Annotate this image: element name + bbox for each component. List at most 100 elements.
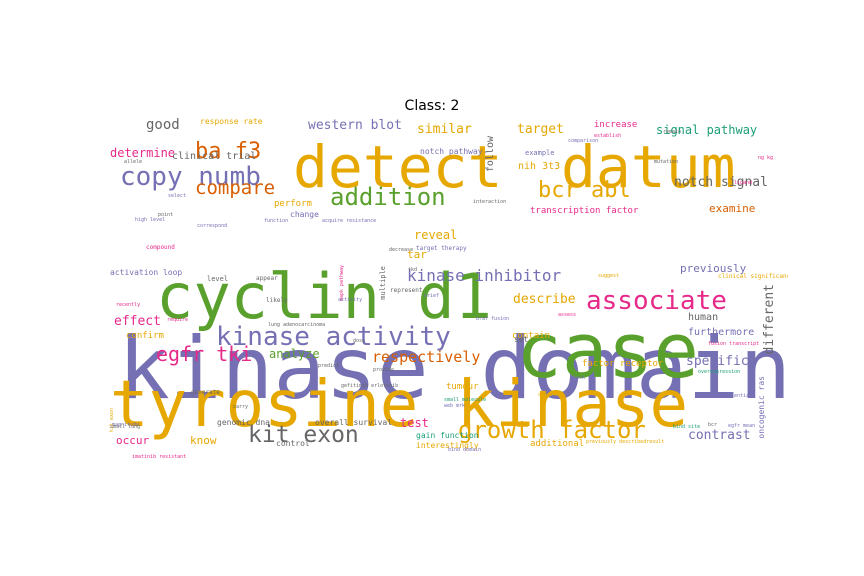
word-previously-describedresult-104: previously describedresult xyxy=(586,439,665,445)
word-ligand-82: ligand xyxy=(734,180,753,186)
word-associate-8: associate xyxy=(586,286,727,316)
word-mapk-pathway-108: mapk pathway xyxy=(339,265,345,302)
word-reveal-32: reveal xyxy=(414,228,458,242)
word-notch-signal-19: notch signal xyxy=(674,175,768,190)
word-gefitinib-erlotinib-105: gefitinib erlotinib xyxy=(341,383,399,389)
word-level-66: level xyxy=(207,275,229,283)
word-compare-16: compare xyxy=(195,177,276,199)
word-kinase-inhibitor-17: kinase inhibitor xyxy=(407,266,562,285)
word-set-65: set xyxy=(514,335,529,344)
word-lack-94: lack xyxy=(573,375,586,381)
word-decrease-92: decrease xyxy=(389,247,414,253)
word-interaction-115: interaction xyxy=(473,199,507,205)
word-potential-93: potential xyxy=(725,393,753,399)
word-gain-function-58: gain function xyxy=(416,431,479,440)
word-transcription-factor-44: transcription factor xyxy=(530,206,639,216)
chart-title: Class: 2 xyxy=(404,98,460,114)
word-occur-40: occur xyxy=(116,434,150,447)
word-establish-72: establish xyxy=(594,133,622,139)
word-overexpression-111: overexpression xyxy=(698,369,741,375)
word-change-55: change xyxy=(290,210,319,219)
word-signal-pathway-21: signal pathway xyxy=(656,123,758,137)
word-clinical-trial-43: clinical trial xyxy=(172,151,257,162)
word-describe-28: describe xyxy=(513,292,576,307)
word-cohort-95: cohort xyxy=(538,392,557,398)
word-examine-33: examine xyxy=(709,202,756,215)
word-imatinib-resistant-101: imatinib resistant xyxy=(132,454,187,459)
word-recently-80: recently xyxy=(116,302,141,308)
word-overall-survival-57: overall survival xyxy=(315,418,393,427)
word-human-37: human xyxy=(688,312,719,323)
word-require-79: require xyxy=(167,317,189,323)
word-case-3: case xyxy=(516,306,700,395)
word-tyrosine-kinase-2: tyrosine kinase xyxy=(110,368,688,442)
word-confirm-48: confirm xyxy=(126,331,164,341)
word-generate-68: generate xyxy=(191,389,220,396)
word-good-24: good xyxy=(146,118,180,133)
word-fusion-transcript-81: fusion transcript xyxy=(708,341,760,347)
word-contrast-25: contrast xyxy=(688,428,751,443)
word-bind-site-88: bind site xyxy=(673,424,701,430)
word-similar-22: similar xyxy=(417,122,472,137)
word-additional-42: additional xyxy=(530,439,585,449)
word-dose-102: dose xyxy=(353,338,366,344)
word-appear-67: appear xyxy=(256,275,278,282)
word-example-62: example xyxy=(525,149,555,157)
word-bcr-83: bcr xyxy=(708,422,718,428)
word-select-75: select xyxy=(168,193,187,199)
word-carry-106: carry xyxy=(233,404,249,410)
word-kinase-domain-1: kinase domain xyxy=(118,319,788,419)
word-remain-98: remain xyxy=(663,129,682,135)
word-addition-12: addition xyxy=(330,183,446,211)
word-follow-46: follow xyxy=(485,136,496,173)
word-test-35: test xyxy=(400,416,429,430)
word-function-71: function xyxy=(264,218,289,224)
word-copy-numb-9: copy numb xyxy=(120,162,261,192)
word-notch-pathway-52: notch pathway xyxy=(420,147,483,156)
word-analyze-30: analyze xyxy=(269,347,320,361)
word-suggest-112: suggest xyxy=(598,273,620,279)
word-ng-kg-84: ng kg xyxy=(758,155,774,161)
word-braf-fusion-114: braf fusion xyxy=(476,316,510,322)
word-web-mrk-91: web mrk xyxy=(444,403,466,409)
word-tar-36: tar xyxy=(407,248,427,261)
word-increase-47: increase xyxy=(594,120,638,130)
word-determine-31: determine xyxy=(110,146,176,160)
word-egfr-mean-89: egfr mean xyxy=(728,423,756,429)
word-kinase-activity-7: kinase activity xyxy=(216,322,451,352)
word-effect-29: effect xyxy=(114,314,161,329)
word-tkd-116: tkd xyxy=(408,267,418,273)
word-egfr-tki-15: egfr tki xyxy=(156,342,253,366)
word-magnitude-103: magnitude xyxy=(112,422,140,428)
word-compound-73: compound xyxy=(146,244,175,251)
word-different-27: different xyxy=(762,284,777,355)
word-predict-100: predict xyxy=(318,363,340,369)
word-control-60: control xyxy=(276,439,310,448)
word-small-lung-118: small lung xyxy=(110,424,141,430)
word-target-23: target xyxy=(517,122,564,137)
word-factor-receptor-49: factor receptor xyxy=(582,359,664,369)
word-response-rate-51: response rate xyxy=(200,118,263,126)
word-comparison-96: comparison xyxy=(568,138,599,144)
word-small-molecule-90: small molecule xyxy=(444,397,487,403)
word-multiple-64: multiple xyxy=(379,266,387,300)
word-acquire-resistance-78: acquire resistance xyxy=(322,218,377,224)
word-interestingly-59: interestingly xyxy=(416,441,479,450)
word-mutation-97: mutation xyxy=(654,159,679,165)
word-tumour-41: tumour xyxy=(446,382,479,392)
word-cyclin-d1-4: cyclin d1 xyxy=(156,260,492,333)
word-brief-86: brief xyxy=(424,293,440,299)
word-correspond-74: correspond xyxy=(197,223,228,229)
word-assess-99: assess xyxy=(558,312,577,318)
word-bind-domain-87: bind domain xyxy=(448,447,482,453)
word-activation-loop-53: activation loop xyxy=(110,268,183,277)
word-allele-77: allele xyxy=(124,159,143,165)
word-western-blot-20: western blot xyxy=(308,118,402,133)
word-detect-5: detect xyxy=(293,133,503,201)
word-lung-adenocarcinoma-109: lung adenocarcinoma xyxy=(268,322,326,328)
word-specific-26: specific xyxy=(686,354,749,369)
word-provide-110: provide xyxy=(373,367,395,373)
word-know-39: know xyxy=(190,434,217,447)
word-represent-69: represent xyxy=(390,287,423,294)
word-clinical-significance-107: clinical significance xyxy=(718,273,788,280)
